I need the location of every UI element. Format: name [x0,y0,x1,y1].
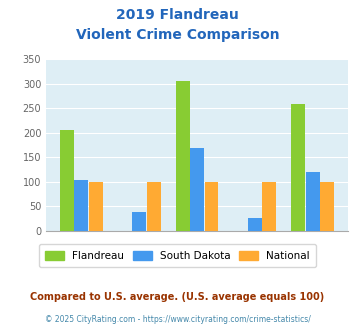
Bar [60,129,74,231]
Bar [132,213,146,231]
Bar [74,180,88,231]
Bar [204,182,218,231]
Text: Compared to U.S. average. (U.S. average equals 100): Compared to U.S. average. (U.S. average … [31,292,324,302]
Text: 2019 Flandreau: 2019 Flandreau [116,8,239,22]
Bar [176,82,190,231]
Text: © 2025 CityRating.com - https://www.cityrating.com/crime-statistics/: © 2025 CityRating.com - https://www.city… [45,315,310,324]
Bar [147,182,160,231]
Bar [190,148,204,231]
Bar [306,172,320,231]
Text: Violent Crime Comparison: Violent Crime Comparison [76,28,279,42]
Bar [248,218,262,231]
Bar [89,182,103,231]
Bar [320,182,334,231]
Bar [291,104,305,231]
Legend: Flandreau, South Dakota, National: Flandreau, South Dakota, National [39,244,316,267]
Bar [262,182,276,231]
